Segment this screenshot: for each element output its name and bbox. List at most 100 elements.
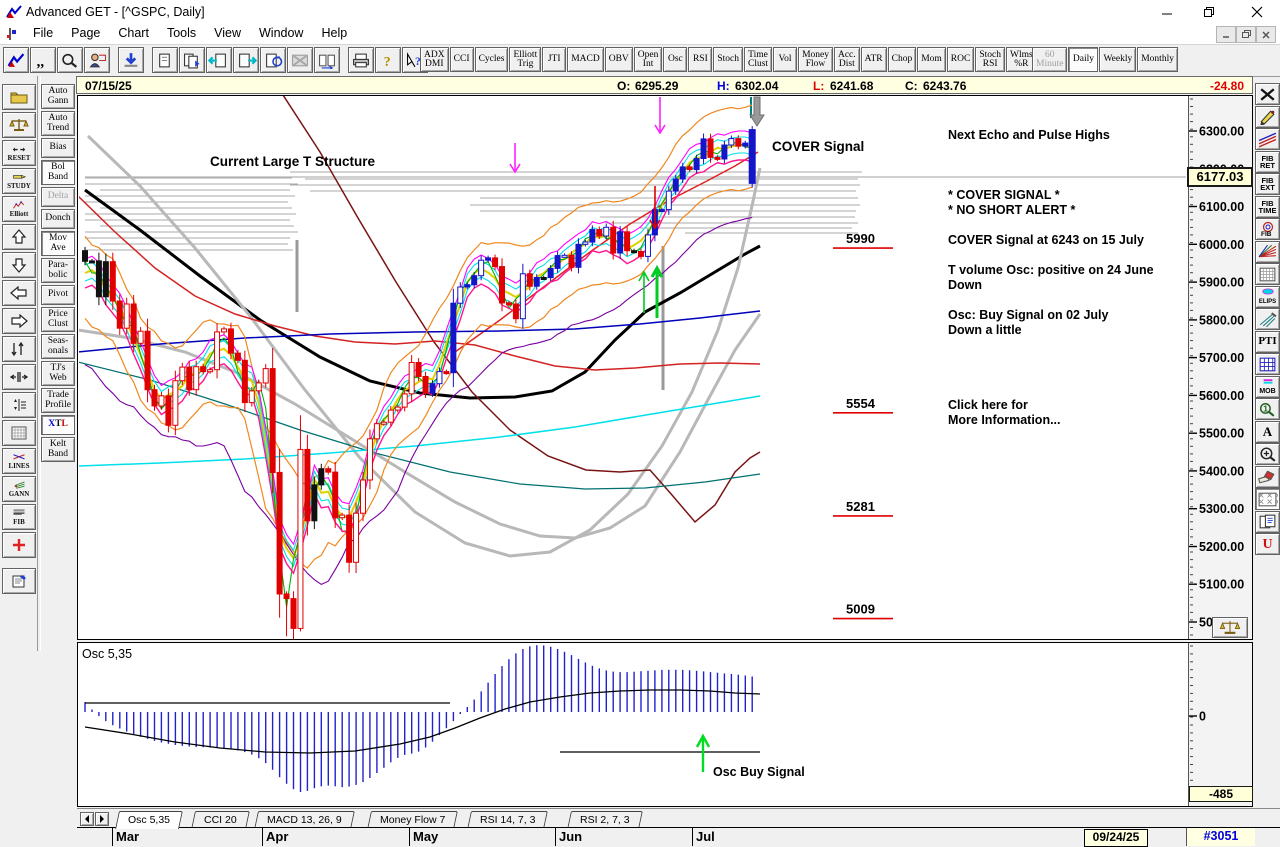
indicator-elliott-trig[interactable]: Elliott Trig: [509, 47, 542, 72]
child-restore-icon[interactable]: [1236, 26, 1256, 43]
tab-scroll-left-icon[interactable]: [80, 812, 94, 826]
draw-copy-notes-icon[interactable]: [1255, 510, 1280, 533]
study-trade-profile[interactable]: Trade Profile: [41, 388, 75, 413]
draw-zoom-in-icon[interactable]: [1255, 443, 1280, 465]
study-mov-ave[interactable]: Mov Ave: [41, 231, 75, 256]
folder-icon[interactable]: [2, 84, 36, 110]
indicator-stoch[interactable]: Stoch: [713, 47, 743, 72]
grid-off-icon[interactable]: [287, 47, 313, 73]
draw-trendlines-icon[interactable]: [1255, 128, 1280, 150]
copy-page-icon[interactable]: [179, 47, 205, 73]
indicator-macd[interactable]: MACD: [567, 47, 604, 72]
draw-elips-icon[interactable]: ELIPS: [1255, 285, 1280, 308]
arrow-right-icon[interactable]: [2, 308, 36, 334]
child-minimize-icon[interactable]: [1216, 26, 1236, 43]
study-kelt-band[interactable]: Kelt Band: [41, 437, 75, 462]
study-xtl[interactable]: XTL: [41, 415, 75, 435]
download-icon[interactable]: [118, 47, 144, 73]
elliott-icon[interactable]: Elliott: [2, 196, 36, 222]
indicator-cycles[interactable]: Cycles: [474, 47, 509, 72]
menu-file[interactable]: File: [33, 26, 54, 40]
indicator-roc[interactable]: ROC: [946, 47, 975, 72]
draw-fib-ext-icon[interactable]: FIB EXT: [1255, 173, 1280, 195]
period-weekly[interactable]: Weekly: [1099, 47, 1137, 72]
print-icon[interactable]: [348, 47, 374, 73]
period-daily[interactable]: Daily: [1068, 47, 1099, 72]
study-price-clust[interactable]: Price Clust: [41, 307, 75, 332]
study-seas-onals[interactable]: Seas-onals: [41, 334, 75, 359]
indicator-jti[interactable]: JTI: [542, 47, 567, 72]
menu-help[interactable]: Help: [321, 26, 348, 40]
zoom-icon[interactable]: [57, 47, 83, 73]
draw-delete-x-icon[interactable]: [1255, 83, 1280, 105]
grid-icon[interactable]: [2, 420, 36, 446]
study-tj-s-web[interactable]: TJ's Web: [41, 361, 75, 386]
page-refresh-icon[interactable]: [260, 47, 286, 73]
indicator-vol[interactable]: Vol: [773, 47, 798, 72]
draw-find-number-icon[interactable]: 1: [1255, 398, 1280, 420]
indicator-cci[interactable]: CCI: [449, 47, 474, 72]
menu-tools[interactable]: Tools: [166, 26, 197, 40]
indicator-obv[interactable]: OBV: [604, 47, 633, 72]
close-icon[interactable]: [1242, 2, 1272, 22]
lines-icon[interactable]: LINES: [2, 448, 36, 474]
study-auto-trend[interactable]: Auto Trend: [41, 111, 75, 136]
draw-grid-icon[interactable]: [1255, 263, 1280, 285]
scales-icon[interactable]: [2, 112, 36, 138]
study-bol-band[interactable]: Bol Band: [41, 160, 75, 185]
indicator-adx-dmi[interactable]: ADX DMI: [420, 47, 449, 72]
notes-icon[interactable]: [2, 568, 36, 594]
minimize-icon[interactable]: [1152, 2, 1182, 22]
study-pivot[interactable]: Pivot: [41, 285, 75, 305]
draw-pattern-icon[interactable]: [1255, 488, 1280, 510]
menu-window[interactable]: Window: [259, 26, 304, 40]
study-auto-gann[interactable]: Auto Gann: [41, 84, 75, 109]
bars-leftright-icon[interactable]: [2, 364, 36, 390]
annotation-click-1[interactable]: Click here for: [948, 398, 1028, 412]
restore-icon[interactable]: [1194, 2, 1224, 22]
arrow-down-icon[interactable]: [2, 252, 36, 278]
indicator-rsi[interactable]: RSI: [688, 47, 713, 72]
child-close-icon[interactable]: [1256, 26, 1276, 43]
cross-icon[interactable]: [2, 532, 36, 558]
study-icon[interactable]: STUDY: [2, 168, 36, 194]
indicator-chop[interactable]: Chop: [887, 47, 917, 72]
menu-chart[interactable]: Chart: [118, 26, 149, 40]
gann-icon[interactable]: GANN: [2, 476, 36, 502]
draw-pencil-icon[interactable]: [1255, 105, 1280, 128]
reset-icon[interactable]: RESET: [2, 140, 36, 166]
indicator-open-int[interactable]: Open Int: [633, 47, 663, 72]
grid-swap-icon[interactable]: [314, 47, 340, 73]
study-donch[interactable]: Donch: [41, 209, 75, 229]
draw-u-icon[interactable]: U: [1255, 533, 1280, 555]
draw-eraser-icon[interactable]: [1255, 465, 1280, 488]
indicator-stoch-rsi[interactable]: Stoch RSI: [975, 47, 1005, 72]
oscillator-scale[interactable]: [1188, 643, 1252, 806]
draw-pti-icon[interactable]: PTI: [1255, 330, 1280, 353]
indicator-atr[interactable]: ATR: [860, 47, 887, 72]
analyst-icon[interactable]: [84, 47, 110, 73]
period-monthly[interactable]: Monthly: [1137, 47, 1178, 72]
indicator-time-clust[interactable]: Time Clust: [744, 47, 773, 72]
sort-pair-icon[interactable]: [2, 392, 36, 418]
help-icon[interactable]: ?: [375, 47, 401, 73]
tab-osc-5-35[interactable]: Osc 5,35: [115, 811, 183, 829]
draw-mob-icon[interactable]: MOB: [1255, 375, 1280, 398]
draw-fib-ret-icon[interactable]: FIB RET: [1255, 150, 1280, 173]
bars-updown-icon[interactable]: [2, 336, 36, 362]
page-forward-icon[interactable]: [233, 47, 259, 73]
get-logo-icon[interactable]: [3, 47, 29, 73]
draw-fib-time-icon[interactable]: FIB TIME: [1255, 195, 1280, 218]
draw-rake-icon[interactable]: [1255, 308, 1280, 330]
indicator-mom[interactable]: Mom: [917, 47, 946, 72]
menu-page[interactable]: Page: [71, 26, 101, 40]
arrow-up-icon[interactable]: [2, 224, 36, 250]
draw-a-icon[interactable]: A: [1255, 420, 1280, 443]
draw-fan-icon[interactable]: [1255, 240, 1280, 263]
study-para-bolic[interactable]: Para-bolic: [41, 258, 75, 283]
quotes-icon[interactable]: ,,: [30, 47, 56, 73]
fib-icon[interactable]: FIB: [2, 504, 36, 530]
indicator-acc-dist[interactable]: Acc. Dist: [833, 47, 860, 72]
new-page-icon[interactable]: [152, 47, 178, 73]
annotation-click-2[interactable]: More Information...: [948, 413, 1061, 427]
